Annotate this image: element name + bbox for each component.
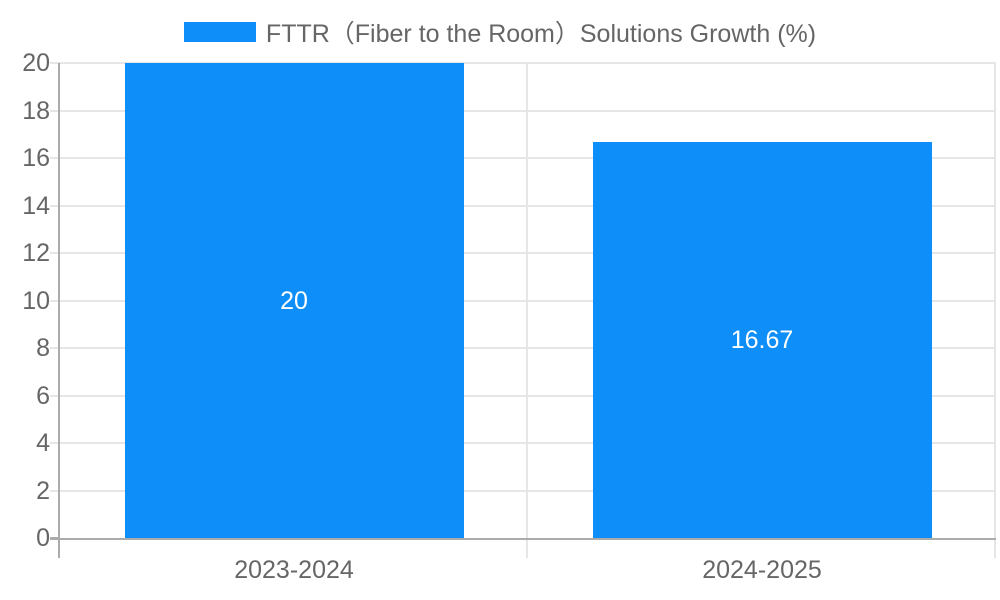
bar-value-label: 16.67: [730, 326, 794, 355]
y-tick-label: 18: [22, 96, 50, 125]
plot-area: 0 2 4 6 8 10 12 14 16 18 20 20 2023-2024 16.67 2024-20…: [22, 51, 996, 583]
y-tick-mark: [50, 394, 60, 397]
x-axis-line: [50, 538, 996, 540]
x-gridline: [526, 63, 528, 558]
y-gridline: [60, 442, 996, 444]
y-tick-mark: [50, 109, 60, 112]
y-gridline: [60, 62, 996, 64]
y-tick-label: 8: [36, 334, 50, 362]
y-gridline: [60, 489, 996, 492]
legend-label: FTTR（Fiber to the Room）Solutions Growth …: [265, 20, 817, 48]
legend-swatch: [183, 22, 256, 42]
y-gridline: [60, 109, 996, 112]
legend-item[interactable]: FTTR（Fiber to the Room）Solutions Growth …: [183, 14, 817, 50]
y-tick-label: 2: [36, 476, 50, 505]
chart-legend: FTTR（Fiber to the Room）Solutions Growth …: [0, 14, 1000, 50]
y-tick-label: 12: [22, 239, 50, 267]
y-tick-mark: [50, 252, 60, 254]
y-tick-label: 0: [36, 524, 50, 552]
y-tick-label: 4: [36, 429, 50, 457]
bar-value-label: 20: [280, 286, 308, 315]
x-tick-label: 2023-2024: [234, 556, 354, 584]
y-tick-mark: [50, 204, 60, 207]
y-tick-label: 10: [22, 286, 50, 315]
y-tick-mark: [50, 347, 60, 349]
x-gridline: [994, 63, 996, 558]
y-gridline: [60, 157, 996, 159]
y-tick-mark: [50, 299, 60, 302]
y-gridline: [60, 252, 996, 254]
bar-2023-2024[interactable]: [124, 63, 464, 538]
y-tick-mark: [50, 62, 60, 64]
x-tick-label: 2024-2025: [702, 556, 822, 584]
y-axis-line: [58, 63, 60, 558]
y-tick-label: 14: [22, 191, 50, 220]
bar-2024-2025[interactable]: [592, 142, 932, 538]
y-tick-mark: [50, 157, 60, 159]
y-tick-mark: [50, 442, 60, 444]
y-gridline: [60, 347, 996, 349]
y-tick-label: 16: [22, 144, 50, 172]
y-gridline: [60, 204, 996, 207]
y-tick-mark: [50, 489, 60, 492]
y-gridline: [60, 394, 996, 397]
y-tick-label: 6: [36, 381, 50, 410]
y-tick-label: 20: [22, 49, 50, 77]
y-gridline: [60, 299, 996, 302]
